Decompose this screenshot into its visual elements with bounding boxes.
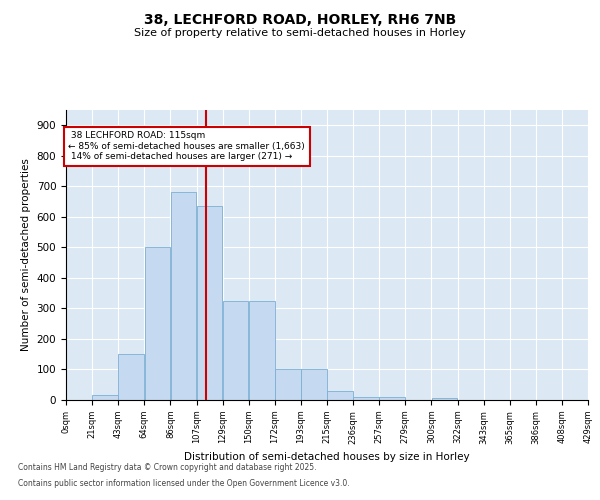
Text: Contains HM Land Registry data © Crown copyright and database right 2025.: Contains HM Land Registry data © Crown c…	[18, 464, 317, 472]
X-axis label: Distribution of semi-detached houses by size in Horley: Distribution of semi-detached houses by …	[184, 452, 470, 462]
Bar	[327, 391, 353, 400]
Bar	[301, 370, 327, 400]
Text: Contains public sector information licensed under the Open Government Licence v3: Contains public sector information licen…	[18, 478, 350, 488]
Y-axis label: Number of semi-detached properties: Number of semi-detached properties	[21, 158, 31, 352]
Bar	[92, 396, 118, 400]
Bar	[275, 370, 301, 400]
Bar	[145, 248, 170, 400]
Bar	[249, 301, 275, 400]
Bar	[379, 397, 405, 400]
Text: Size of property relative to semi-detached houses in Horley: Size of property relative to semi-detach…	[134, 28, 466, 38]
Bar	[431, 398, 457, 400]
Bar	[223, 301, 248, 400]
Bar	[197, 206, 223, 400]
Text: 38 LECHFORD ROAD: 115sqm
← 85% of semi-detached houses are smaller (1,663)
 14% : 38 LECHFORD ROAD: 115sqm ← 85% of semi-d…	[68, 132, 305, 161]
Bar	[170, 192, 196, 400]
Text: 38, LECHFORD ROAD, HORLEY, RH6 7NB: 38, LECHFORD ROAD, HORLEY, RH6 7NB	[144, 12, 456, 26]
Bar	[353, 397, 379, 400]
Bar	[118, 354, 144, 400]
